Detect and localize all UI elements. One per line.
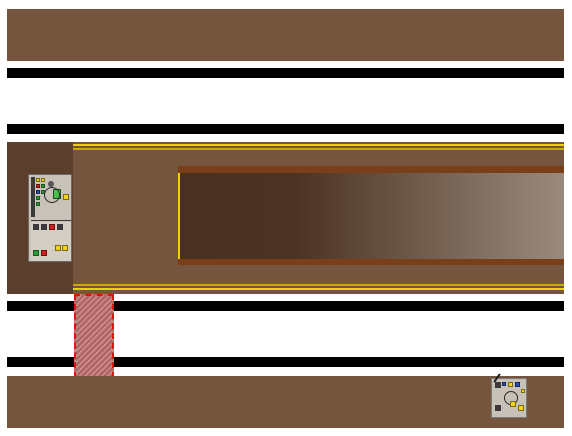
robot-sensor (495, 382, 501, 388)
panel-knob (48, 181, 54, 187)
control-panel-icon (29, 175, 73, 263)
panel-button (63, 194, 69, 200)
bay-bottom-stripe-2 (73, 284, 564, 286)
panel-button (62, 245, 68, 251)
robot-block (495, 405, 501, 411)
robot-light (508, 382, 513, 387)
bay-top-stripe (73, 144, 564, 146)
bottom-floor-band (7, 376, 564, 428)
robot-unit[interactable] (491, 373, 528, 419)
panel-button (33, 250, 39, 256)
robot-light (515, 382, 520, 387)
panel-label-block (57, 224, 63, 230)
conveyor-belt[interactable] (178, 173, 564, 259)
indicator-light (36, 184, 40, 188)
indicator-light (36, 196, 40, 200)
control-panel[interactable] (28, 174, 72, 262)
indicator-light (41, 178, 45, 182)
panel-divider (31, 220, 71, 221)
robot-light (518, 405, 524, 411)
indicator-light (41, 184, 45, 188)
robot-light (510, 401, 516, 407)
machine-bay (7, 142, 564, 294)
panel-label-block (33, 224, 39, 230)
rail-lower-1 (7, 301, 564, 311)
indicator-light (36, 190, 40, 194)
robot-icon (492, 373, 528, 419)
conveyor-frame (178, 166, 564, 265)
indicator-light (36, 178, 40, 182)
indicator-light (36, 202, 40, 206)
top-floor-band (7, 9, 564, 61)
robot-sensor (502, 382, 506, 386)
bay-top-stripe-2 (73, 148, 564, 150)
rail-upper-1 (7, 68, 564, 78)
panel-button (55, 245, 61, 251)
panel-button (41, 250, 47, 256)
panel-label-block (41, 224, 47, 230)
panel-wire (44, 187, 60, 203)
panel-header (31, 177, 35, 217)
rail-lower-2 (7, 357, 564, 367)
rail-upper-2 (7, 124, 564, 134)
hatched-crossing[interactable] (74, 294, 114, 378)
panel-button (49, 224, 55, 230)
bay-bottom-stripe (73, 288, 564, 290)
conveyor-left-edge (178, 173, 180, 259)
robot-light (521, 389, 525, 393)
